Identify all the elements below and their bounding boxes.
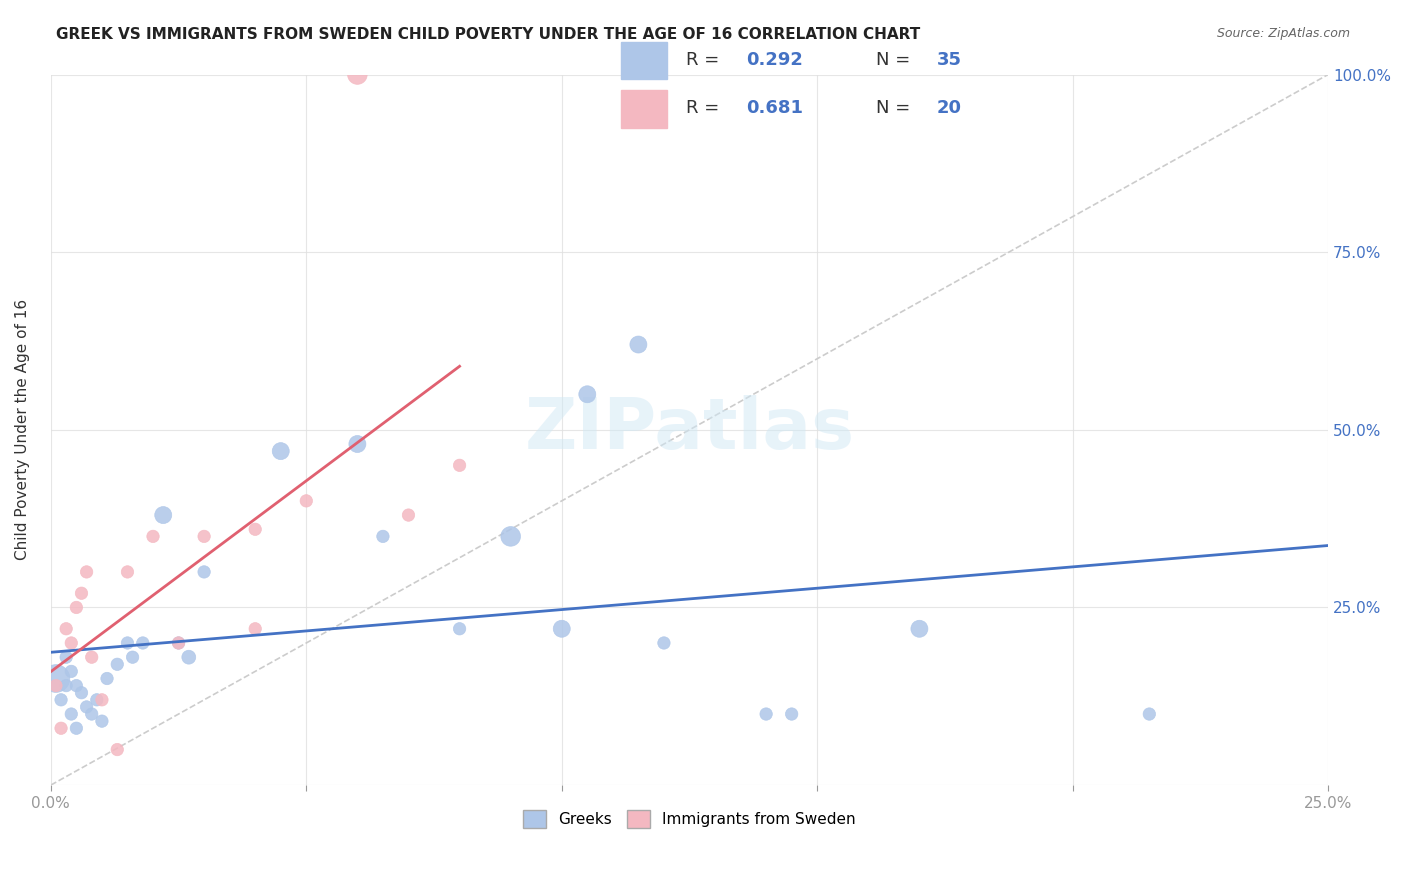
Point <box>245 622 267 636</box>
Point <box>167 636 190 650</box>
Point <box>60 665 83 679</box>
Point <box>65 721 87 735</box>
Point <box>60 636 83 650</box>
Point <box>45 679 67 693</box>
Text: R =: R = <box>686 99 725 117</box>
Point <box>105 742 128 756</box>
Point <box>76 700 98 714</box>
Text: R =: R = <box>686 51 725 69</box>
Point <box>49 693 72 707</box>
Point <box>193 565 215 579</box>
Point <box>780 706 803 721</box>
Point <box>80 706 103 721</box>
Text: ZIPatlas: ZIPatlas <box>524 395 855 465</box>
Point <box>908 622 931 636</box>
Point <box>49 721 72 735</box>
Point <box>70 586 93 600</box>
Point <box>105 657 128 672</box>
Legend: Greeks, Immigrants from Sweden: Greeks, Immigrants from Sweden <box>517 804 862 834</box>
Text: 35: 35 <box>936 51 962 69</box>
Point <box>499 529 522 543</box>
Y-axis label: Child Poverty Under the Age of 16: Child Poverty Under the Age of 16 <box>15 299 30 560</box>
Point <box>55 622 77 636</box>
Point <box>576 387 599 401</box>
Point <box>60 706 83 721</box>
Point <box>70 686 93 700</box>
Text: N =: N = <box>876 99 917 117</box>
Point <box>117 636 139 650</box>
Point <box>117 565 139 579</box>
Point <box>167 636 190 650</box>
Point <box>65 679 87 693</box>
Point <box>90 693 112 707</box>
Point <box>96 672 118 686</box>
Point <box>551 622 574 636</box>
Text: 20: 20 <box>936 99 962 117</box>
Point <box>627 337 650 351</box>
Text: 0.292: 0.292 <box>747 51 803 69</box>
Point <box>755 706 778 721</box>
Point <box>142 529 165 543</box>
Point <box>80 650 103 665</box>
Point <box>371 529 394 543</box>
Point <box>398 508 420 522</box>
Point <box>449 458 471 473</box>
FancyBboxPatch shape <box>621 90 668 128</box>
Point <box>65 600 87 615</box>
Point <box>449 622 471 636</box>
Text: Source: ZipAtlas.com: Source: ZipAtlas.com <box>1216 27 1350 40</box>
Point <box>346 437 368 451</box>
Point <box>152 508 174 522</box>
Point <box>193 529 215 543</box>
Point <box>346 68 368 82</box>
Point <box>55 679 77 693</box>
Text: GREEK VS IMMIGRANTS FROM SWEDEN CHILD POVERTY UNDER THE AGE OF 16 CORRELATION CH: GREEK VS IMMIGRANTS FROM SWEDEN CHILD PO… <box>56 27 921 42</box>
Point <box>90 714 112 728</box>
FancyBboxPatch shape <box>621 42 668 79</box>
Point <box>1137 706 1160 721</box>
Point <box>177 650 200 665</box>
Point <box>86 693 108 707</box>
Text: 0.681: 0.681 <box>747 99 803 117</box>
Point <box>76 565 98 579</box>
Point <box>652 636 675 650</box>
Point <box>245 522 267 536</box>
Point <box>132 636 155 650</box>
Point <box>45 672 67 686</box>
Point <box>55 650 77 665</box>
Text: N =: N = <box>876 51 917 69</box>
Point <box>121 650 143 665</box>
Point <box>295 494 318 508</box>
Point <box>270 444 292 458</box>
